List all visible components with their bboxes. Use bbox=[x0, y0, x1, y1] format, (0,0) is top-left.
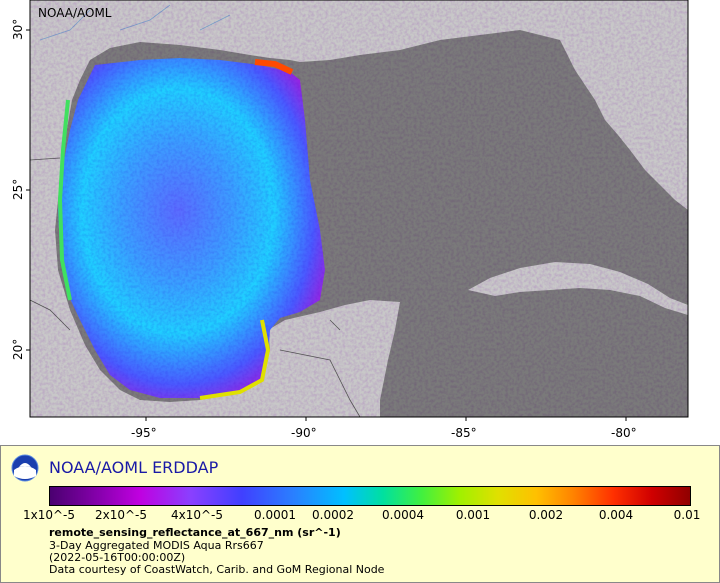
data-texture bbox=[30, 0, 688, 417]
map-frame bbox=[29, 0, 689, 418]
lon-tick-label: -95° bbox=[131, 426, 157, 440]
lat-tick-label: 30° bbox=[11, 19, 25, 40]
panel-title: NOAA/AOML ERDDAP bbox=[49, 458, 219, 477]
lat-ticks: 30° 25° 20° bbox=[11, 19, 30, 360]
colorbar-label: 0.002 bbox=[528, 508, 564, 522]
colorbar-label: 0.0004 bbox=[382, 508, 424, 522]
colorbar-label: 0.01 bbox=[673, 508, 701, 522]
map-watermark: NOAA/AOML bbox=[38, 6, 112, 20]
map-area[interactable]: NOAA/AOML 30° 25° 20° -95° -90° -85° -80… bbox=[0, 0, 720, 445]
colorbar-label: 0.004 bbox=[598, 508, 634, 522]
lon-tick-label: -85° bbox=[451, 426, 477, 440]
lon-ticks: -95° -90° -85° -80° bbox=[131, 417, 637, 440]
variable-name: remote_sensing_reflectance_at_667_nm (sr… bbox=[49, 526, 341, 539]
coastal-high-values-yucatan bbox=[199, 319, 271, 400]
colorbar-label: 0.0002 bbox=[312, 508, 354, 522]
legend-panel: NOAA/AOML ERDDAP 1x10^-5 2x10^-5 4x10^-5… bbox=[0, 445, 720, 583]
dataset-description: 3-Day Aggregated MODIS Aqua Rrs667 bbox=[49, 539, 264, 552]
coastal-high-values-north bbox=[254, 59, 294, 75]
lat-tick-label: 25° bbox=[11, 179, 25, 200]
colorbar bbox=[49, 486, 691, 506]
colorbar-label: 0.0001 bbox=[254, 508, 296, 522]
noaa-logo-icon bbox=[11, 454, 39, 482]
lon-tick-label: -90° bbox=[291, 426, 317, 440]
lat-tick-label: 20° bbox=[11, 339, 25, 360]
dataset-time: (2022-05-16T00:00:00Z) bbox=[49, 551, 186, 564]
colorbar-label: 4x10^-5 bbox=[170, 508, 224, 522]
data-credit: Data courtesy of CoastWatch, Carib. and … bbox=[49, 563, 385, 576]
lon-tick-label: -80° bbox=[611, 426, 637, 440]
colorbar-label: 0.001 bbox=[455, 508, 491, 522]
map-canvas: NOAA/AOML 30° 25° 20° -95° -90° -85° -80… bbox=[11, 0, 689, 440]
coastal-high-values-west bbox=[57, 99, 72, 301]
colorbar-label: 2x10^-5 bbox=[94, 508, 148, 522]
colorbar-label: 1x10^-5 bbox=[22, 508, 76, 522]
